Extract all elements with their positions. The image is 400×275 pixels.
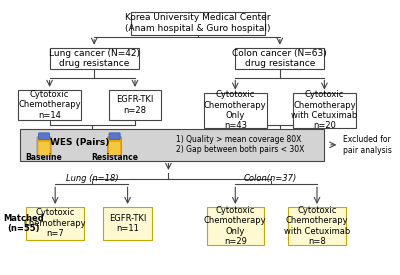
FancyBboxPatch shape	[109, 142, 120, 155]
FancyBboxPatch shape	[18, 90, 81, 120]
Text: Matched
(n=55): Matched (n=55)	[3, 214, 44, 233]
Text: Cytotoxic
Chemotherapy
with Cetuximab
n=8: Cytotoxic Chemotherapy with Cetuximab n=…	[284, 206, 350, 246]
FancyBboxPatch shape	[204, 93, 267, 128]
Text: Colon cancer (N=63)
drug resistance: Colon cancer (N=63) drug resistance	[232, 49, 327, 68]
Text: EGFR-TKI
n=28: EGFR-TKI n=28	[116, 95, 154, 114]
FancyBboxPatch shape	[293, 93, 356, 128]
FancyBboxPatch shape	[206, 207, 264, 245]
Text: Excluded for
pair analysis: Excluded for pair analysis	[343, 135, 392, 155]
Text: Cytotoxic
Chemotherapy
n=7: Cytotoxic Chemotherapy n=7	[24, 208, 86, 238]
Text: Korea University Medical Center
(Anam hospital & Guro hospital): Korea University Medical Center (Anam ho…	[126, 13, 271, 33]
Text: 1) Quality > mean coverage 80X
2) Gap between both pairs < 30X: 1) Quality > mean coverage 80X 2) Gap be…	[176, 134, 304, 154]
FancyBboxPatch shape	[104, 207, 152, 240]
FancyBboxPatch shape	[38, 142, 50, 155]
Text: Colon(n=37): Colon(n=37)	[244, 174, 297, 183]
FancyBboxPatch shape	[38, 133, 50, 139]
Text: EGFR-TKI
n=11: EGFR-TKI n=11	[109, 214, 146, 233]
FancyBboxPatch shape	[109, 90, 161, 120]
Text: Cytotoxic
Chemotherapy
Only
n=43: Cytotoxic Chemotherapy Only n=43	[204, 90, 266, 130]
FancyBboxPatch shape	[109, 133, 120, 139]
FancyBboxPatch shape	[37, 137, 51, 156]
FancyBboxPatch shape	[20, 129, 324, 161]
Text: Resistance: Resistance	[91, 153, 138, 162]
FancyBboxPatch shape	[235, 48, 324, 70]
FancyBboxPatch shape	[26, 207, 84, 240]
Text: WES (Pairs): WES (Pairs)	[50, 138, 109, 147]
FancyBboxPatch shape	[108, 137, 122, 156]
FancyBboxPatch shape	[50, 48, 139, 70]
Text: Lung cancer (N=42)
drug resistance: Lung cancer (N=42) drug resistance	[49, 49, 140, 68]
Text: Cytotoxic
Chemotherapy
n=14: Cytotoxic Chemotherapy n=14	[18, 90, 81, 120]
FancyBboxPatch shape	[131, 12, 265, 35]
Text: Cytotoxic
Chemotherapy
with Cetuximab
n=20: Cytotoxic Chemotherapy with Cetuximab n=…	[291, 90, 358, 130]
Text: Cytotoxic
Chemotherapy
Only
n=29: Cytotoxic Chemotherapy Only n=29	[204, 206, 266, 246]
FancyBboxPatch shape	[288, 207, 346, 245]
Text: Lung (n=18): Lung (n=18)	[66, 174, 119, 183]
Text: Baseline: Baseline	[26, 153, 62, 162]
